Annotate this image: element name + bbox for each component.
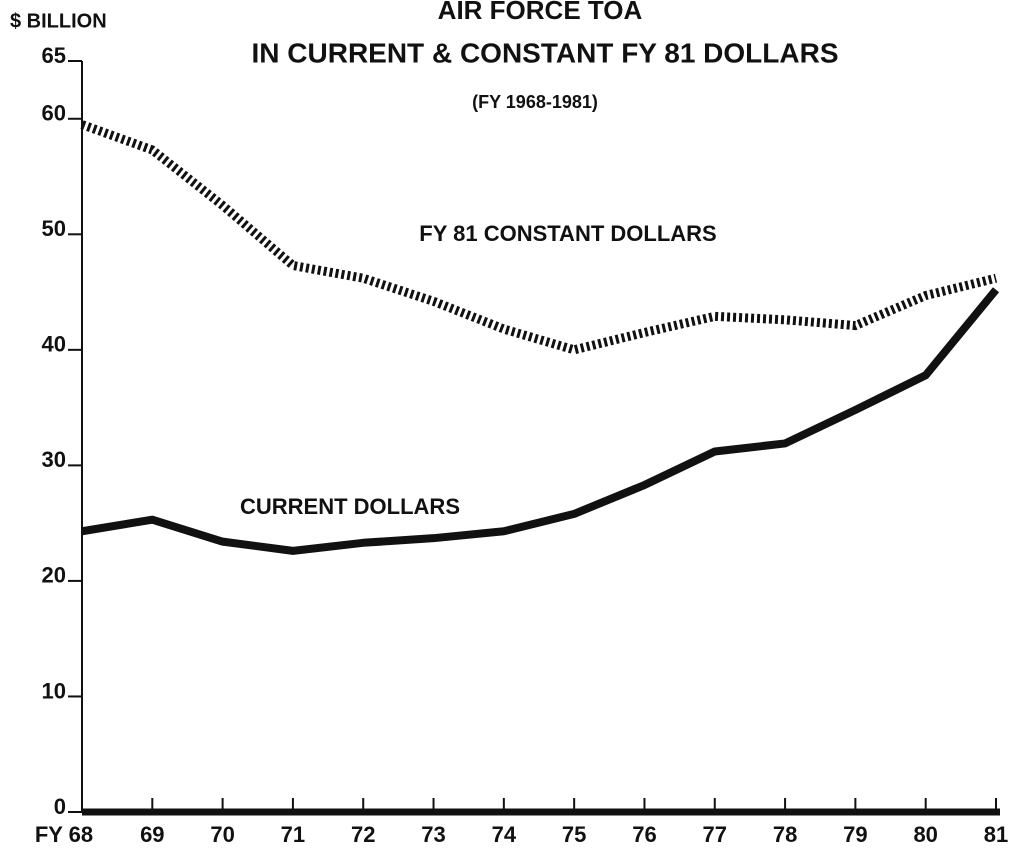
- x-tick-label: 73: [421, 822, 445, 847]
- x-tick-label: 71: [281, 822, 305, 847]
- chart-title: AIR FORCE TOA: [438, 0, 643, 25]
- y-tick-label: 30: [42, 447, 66, 472]
- chart-title: IN CURRENT & CONSTANT FY 81 DOLLARS: [252, 37, 839, 68]
- y-tick-label: 60: [42, 101, 66, 126]
- series-line: [80, 120, 998, 355]
- x-tick-label: 75: [562, 822, 586, 847]
- x-tick-label: 78: [773, 822, 797, 847]
- x-tick-label: 74: [492, 822, 517, 847]
- x-tick-label: 76: [632, 822, 656, 847]
- x-tick-label: 81: [984, 822, 1008, 847]
- y-tick-label: 50: [42, 216, 66, 241]
- x-tick-label: 72: [351, 822, 375, 847]
- x-tick-label: FY 68: [35, 822, 93, 847]
- chart-subtitle: (FY 1968-1981): [472, 92, 598, 112]
- y-tick-label: 20: [42, 563, 66, 588]
- x-tick-label: 69: [140, 822, 164, 847]
- series-label: CURRENT DOLLARS: [240, 494, 460, 519]
- series-line: [81, 287, 1000, 555]
- x-tick-label: 77: [703, 822, 727, 847]
- y-tick-label: 65: [42, 43, 66, 68]
- y-tick-label: 0: [54, 794, 66, 819]
- y-tick-label: 10: [42, 678, 66, 703]
- y-tick-label: 40: [42, 332, 66, 357]
- x-tick-label: 80: [913, 822, 937, 847]
- y-axis-label: $ BILLION: [10, 10, 107, 32]
- x-tick-label: 70: [210, 822, 234, 847]
- x-tick-label: 79: [843, 822, 867, 847]
- series-label: FY 81 CONSTANT DOLLARS: [419, 221, 716, 246]
